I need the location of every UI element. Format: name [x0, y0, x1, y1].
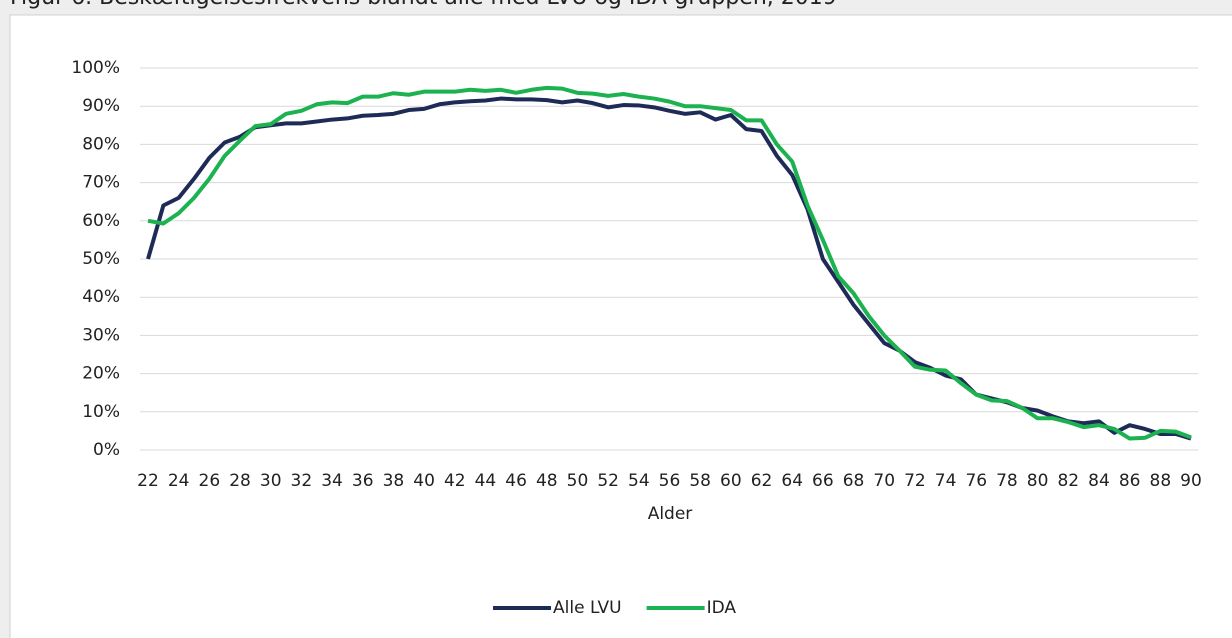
x-tick-label: 28: [229, 471, 251, 491]
x-tick-label: 26: [199, 471, 221, 491]
x-tick-label: 50: [567, 471, 589, 491]
x-tick-label: 44: [475, 471, 497, 491]
x-tick-label: 42: [444, 471, 466, 491]
x-axis-label: Alder: [648, 504, 693, 524]
y-tick-label: 60%: [82, 211, 120, 231]
x-tick-label: 24: [168, 471, 190, 491]
x-tick-label: 90: [1180, 471, 1202, 491]
x-tick-label: 70: [873, 471, 895, 491]
x-tick-label: 40: [413, 471, 435, 491]
y-tick-label: 0%: [93, 440, 120, 460]
x-tick-label: 74: [935, 471, 957, 491]
chart-frame: [9, 14, 1232, 638]
x-tick-label: 84: [1088, 471, 1110, 491]
y-tick-label: 40%: [82, 287, 120, 307]
x-tick-label: 80: [1027, 471, 1049, 491]
x-tick-label: 46: [505, 471, 527, 491]
x-tick-label: 66: [812, 471, 834, 491]
x-tick-label: 76: [965, 471, 987, 491]
x-tick-label: 58: [689, 471, 711, 491]
x-tick-label: 30: [260, 471, 282, 491]
legend-label: IDA: [707, 598, 737, 618]
x-tick-label: 64: [781, 471, 803, 491]
x-tick-label: 72: [904, 471, 926, 491]
legend-label: Alle LVU: [553, 598, 622, 618]
x-tick-label: 54: [628, 471, 650, 491]
x-tick-label: 22: [137, 471, 159, 491]
x-tick-label: 78: [996, 471, 1018, 491]
x-tick-label: 48: [536, 471, 558, 491]
x-tick-label: 52: [597, 471, 619, 491]
x-tick-label: 62: [751, 471, 773, 491]
y-tick-label: 80%: [82, 134, 120, 154]
y-tick-label: 100%: [71, 58, 120, 78]
y-tick-label: 20%: [82, 364, 120, 384]
x-tick-label: 38: [383, 471, 405, 491]
x-tick-label: 32: [291, 471, 313, 491]
y-tick-label: 50%: [82, 249, 120, 269]
chart-title: Figur 6. Beskæftigelsesfrekvens blandt a…: [10, 0, 837, 10]
x-tick-label: 36: [352, 471, 374, 491]
y-tick-label: 70%: [82, 173, 120, 193]
x-tick-label: 34: [321, 471, 343, 491]
x-tick-label: 86: [1119, 471, 1141, 491]
x-tick-label: 60: [720, 471, 742, 491]
data-line: [147, 85, 1192, 441]
x-tick-label: 68: [843, 471, 865, 491]
x-tick-label: 82: [1057, 471, 1079, 491]
y-tick-label: 10%: [82, 402, 120, 422]
x-tick-label: 56: [659, 471, 681, 491]
y-tick-label: 90%: [82, 96, 120, 116]
x-tick-label: 88: [1150, 471, 1172, 491]
y-tick-label: 30%: [82, 325, 120, 345]
